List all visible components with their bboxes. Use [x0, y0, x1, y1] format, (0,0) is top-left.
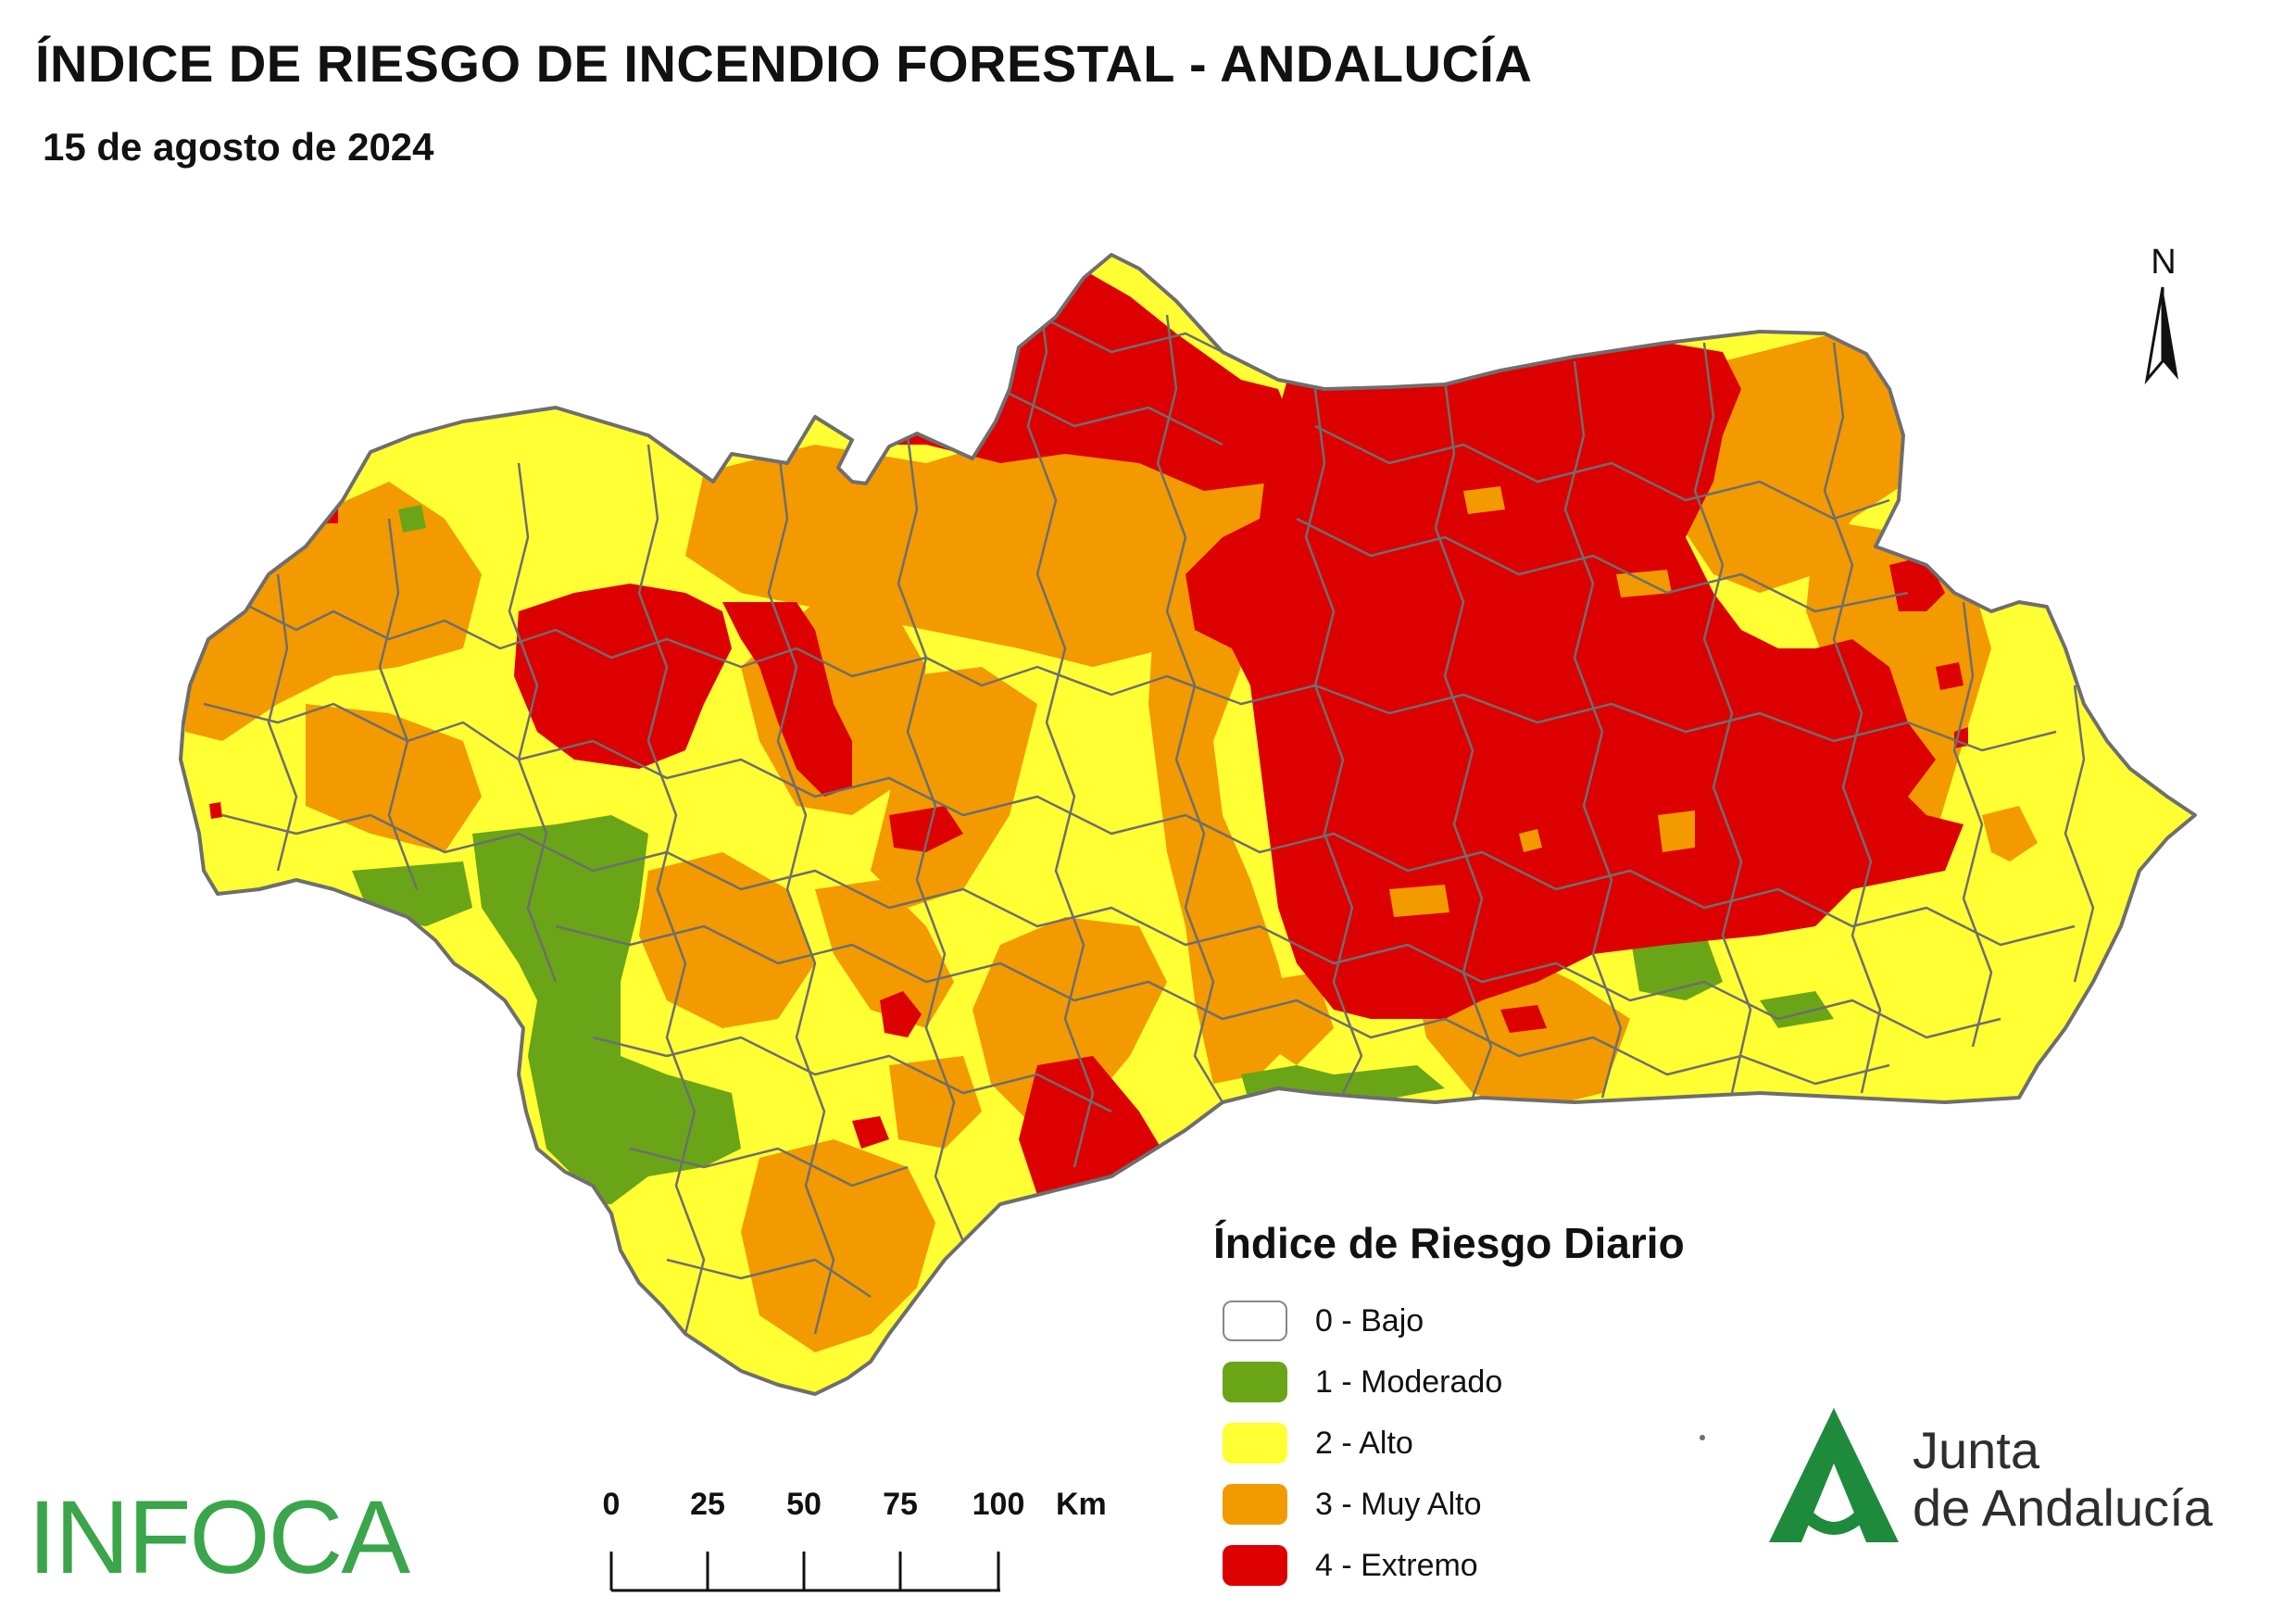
municipal-boundaries	[203, 277, 2095, 1335]
junta-logo: Junta de Andalucía	[1764, 1403, 2265, 1552]
scale-tick-label: 75	[883, 1487, 918, 1522]
junta-emblem-icon	[1769, 1408, 1899, 1542]
legend-title: Índice de Riesgo Diario	[1213, 1219, 1685, 1267]
legend-label: 1 - Moderado	[1315, 1363, 1503, 1400]
legend-label: 3 - Muy Alto	[1315, 1486, 1482, 1522]
moderado-zones	[352, 505, 1834, 1204]
scale-bar-line	[609, 1552, 1000, 1592]
alto-pockets	[1389, 486, 1695, 917]
legend-swatch-muy-alto	[1223, 1484, 1287, 1525]
junta-line-1: Junta	[1913, 1421, 2039, 1479]
north-arrow-icon	[2144, 286, 2178, 385]
legend: Índice de Riesgo Diario 0 - Bajo 1 - Mod…	[1213, 1218, 1788, 1596]
scale-tick-label: 0	[602, 1487, 621, 1522]
alboran-islet	[1700, 1435, 1705, 1440]
andalucia-outline	[179, 253, 2197, 1396]
junta-line-2: de Andalucía	[1913, 1478, 2213, 1537]
map-date: 15 de agosto de 2024	[43, 125, 434, 169]
legend-item-moderado: 1 - Moderado	[1213, 1351, 1788, 1413]
legend-swatch-alto	[1223, 1423, 1287, 1464]
legend-label: 4 - Extremo	[1315, 1547, 1478, 1583]
legend-item-bajo: 0 - Bajo	[1213, 1290, 1788, 1351]
scale-tick-label: 100	[972, 1487, 1025, 1522]
infoca-logo: INFOCA	[28, 1479, 410, 1595]
legend-swatch-extremo	[1223, 1545, 1287, 1586]
map-title: ÍNDICE DE RIESGO DE INCENDIO FORESTAL - …	[35, 34, 1533, 93]
legend-label: 0 - Bajo	[1315, 1302, 1424, 1338]
scale-unit: Km	[1056, 1487, 1107, 1522]
north-label: N	[2151, 243, 2177, 282]
legend-item-muy-alto: 3 - Muy Alto	[1213, 1474, 1788, 1535]
legend-item-alto: 2 - Alto	[1213, 1413, 1788, 1474]
legend-item-extremo: 4 - Extremo	[1213, 1535, 1788, 1596]
legend-swatch-bajo	[1223, 1301, 1287, 1341]
scale-tick-label: 50	[786, 1487, 822, 1522]
scale-bar: 0 25 50 75 100 Km	[593, 1487, 1148, 1607]
legend-label: 2 - Alto	[1315, 1425, 1413, 1461]
legend-swatch-moderado	[1223, 1362, 1287, 1402]
scale-tick-label: 25	[690, 1487, 725, 1522]
